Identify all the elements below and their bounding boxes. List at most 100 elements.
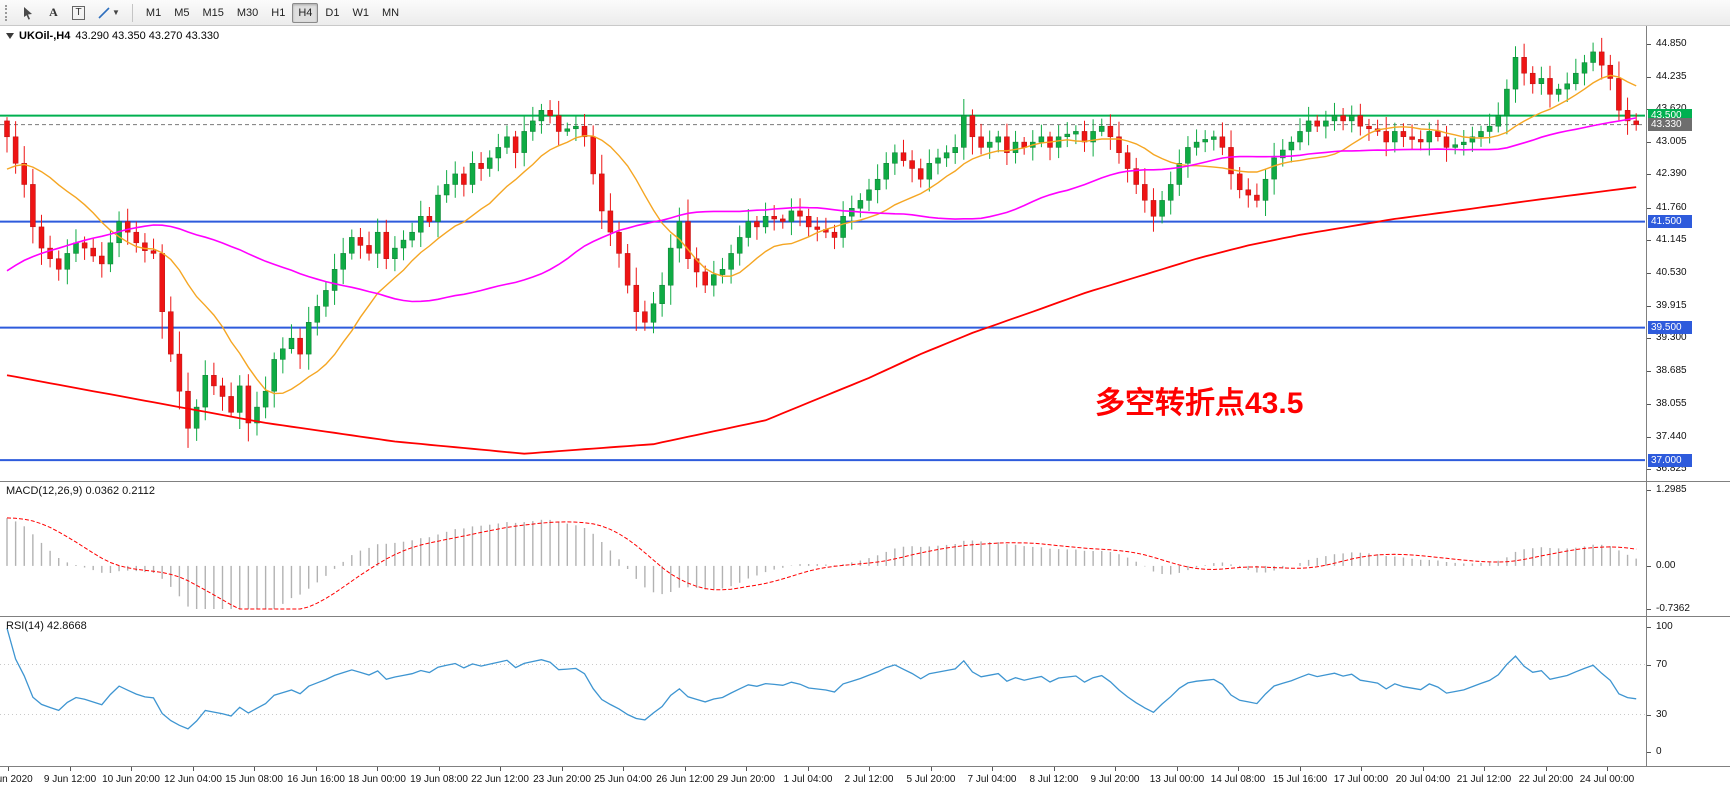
time-axis-label: 15 Jun 08:00 <box>225 774 283 785</box>
time-tick <box>70 767 71 771</box>
timeframe-button-H1[interactable]: H1 <box>271 6 286 19</box>
chart-symbol-period: UKOil-,H4 <box>19 30 71 42</box>
price-axis-label: 41.145 <box>1656 234 1687 245</box>
toolbar-grip[interactable] <box>5 4 10 21</box>
price-axis[interactable]: 44.850 44.235 43.620 43.005 42.390 41.760 41.1… <box>1646 26 1730 481</box>
time-axis-label: 24 Jul 00:00 <box>1579 774 1635 785</box>
time-axis-label: 23 Jun 20:00 <box>533 774 591 785</box>
time-tick <box>377 767 378 771</box>
time-tick <box>193 767 194 771</box>
price-tick <box>1647 338 1651 339</box>
timeframe-toolbar: M1 M5 M15 M30 H1 H4 D1 W1 MN <box>140 2 405 23</box>
price-tick <box>1647 208 1651 209</box>
price-axis-label: 44.850 <box>1656 38 1687 49</box>
price-level-badge-43.330: 43.330 <box>1648 118 1692 131</box>
macd-tick <box>1647 566 1651 567</box>
time-axis[interactable]: 8 Jun 2020 9 Jun 12:00 10 Jun 20:00 12 Jun … <box>0 766 1730 794</box>
time-tick <box>1607 767 1608 771</box>
rsi-indicator-label: RSI(14) 42.8668 <box>6 620 87 632</box>
timeframe-button-MN[interactable]: MN <box>381 6 400 19</box>
time-axis-label: 17 Jul 00:00 <box>1333 774 1389 785</box>
time-axis-label: 8 Jun 2020 <box>0 774 33 785</box>
time-axis-label: 22 Jun 12:00 <box>471 774 529 785</box>
time-axis-label: 22 Jul 20:00 <box>1518 774 1574 785</box>
macd-axis[interactable]: 1.2985 0.00 -0.7362 <box>1646 482 1730 616</box>
rsi-panel[interactable]: RSI(14) 42.8668 100 70 30 0 <box>0 616 1730 766</box>
trendline-tool-button[interactable]: ▼ <box>92 2 125 23</box>
time-tick <box>1238 767 1239 771</box>
price-axis-label: 42.390 <box>1656 168 1687 179</box>
macd-axis-label: 0.00 <box>1656 560 1676 571</box>
rsi-axis[interactable]: 100 70 30 0 <box>1646 617 1730 766</box>
macd-axis-label: -0.7362 <box>1656 603 1690 614</box>
macd-panel[interactable]: MACD(12,26,9) 0.0362 0.2112 1.2985 0.00 -0… <box>0 481 1730 616</box>
price-axis-label: 43.005 <box>1656 136 1687 147</box>
price-level-badge-39.500: 39.500 <box>1648 321 1692 334</box>
price-axis-label: 37.440 <box>1656 431 1687 442</box>
price-level-badge-41.500: 41.500 <box>1648 215 1692 228</box>
moving-averages-layer <box>6 74 1637 455</box>
chevron-down-icon: ▼ <box>112 8 120 17</box>
price-axis-label: 39.915 <box>1656 300 1687 311</box>
price-tick <box>1647 404 1651 405</box>
time-axis-label: 2 Jul 12:00 <box>844 774 894 785</box>
timeframe-button-M1[interactable]: M1 <box>145 6 162 19</box>
time-axis-label: 5 Jul 20:00 <box>906 774 956 785</box>
timeframe-button-M30[interactable]: M30 <box>236 6 259 19</box>
time-axis-label: 18 Jun 00:00 <box>348 774 406 785</box>
level-lines-layer <box>0 114 1645 462</box>
rsi-plot[interactable] <box>0 617 1645 767</box>
time-tick <box>316 767 317 771</box>
macd-tick <box>1647 609 1651 610</box>
textbox-tool-icon: T <box>72 5 85 20</box>
main-chart-panel[interactable]: UKOil-,H4 43.290 43.350 43.270 43.330 多空… <box>0 26 1730 481</box>
chart-ohlc-values: 43.290 43.350 43.270 43.330 <box>75 30 220 42</box>
main-chart-plot[interactable] <box>0 26 1645 481</box>
price-tick <box>1647 273 1651 274</box>
time-axis-label: 29 Jun 20:00 <box>717 774 775 785</box>
candles-layer <box>4 37 1639 448</box>
toolbar-separator <box>131 3 133 22</box>
timeframe-button-D1[interactable]: D1 <box>325 6 340 19</box>
price-tick <box>1647 469 1651 470</box>
time-tick <box>1115 767 1116 771</box>
price-axis-label: 40.530 <box>1656 267 1687 278</box>
timeframe-button-M15[interactable]: M15 <box>202 6 224 19</box>
cursor-icon <box>24 6 32 20</box>
macd-signal-line <box>6 517 1637 610</box>
time-axis-label: 12 Jun 04:00 <box>164 774 222 785</box>
time-tick <box>562 767 563 771</box>
time-axis-label: 1 Jul 04:00 <box>783 774 833 785</box>
macd-tick <box>1647 490 1651 491</box>
chart-header: UKOil-,H4 43.290 43.350 43.270 43.330 <box>6 30 219 42</box>
price-tick <box>1647 174 1651 175</box>
time-axis-label: 9 Jul 20:00 <box>1090 774 1140 785</box>
time-axis-label: 20 Jul 04:00 <box>1395 774 1451 785</box>
text-tool-icon: A <box>49 5 58 19</box>
rsi-line <box>6 628 1637 730</box>
price-axis-label: 38.055 <box>1656 398 1687 409</box>
time-axis-label: 15 Jul 16:00 <box>1272 774 1328 785</box>
chart-annotation: 多空转折点43.5 <box>1095 387 1304 420</box>
time-axis-label: 10 Jun 20:00 <box>102 774 160 785</box>
textbox-tool-button[interactable]: T <box>67 2 90 23</box>
timeframe-button-H4[interactable]: H4 <box>292 2 319 23</box>
time-tick <box>1546 767 1547 771</box>
time-axis-label: 19 Jun 08:00 <box>410 774 468 785</box>
rsi-axis-label: 100 <box>1656 621 1673 632</box>
timeframe-button-W1[interactable]: W1 <box>352 6 369 19</box>
timeframe-button-M5[interactable]: M5 <box>174 6 190 19</box>
cursor-tool-button[interactable] <box>16 2 40 23</box>
macd-indicator-label: MACD(12,26,9) 0.0362 0.2112 <box>6 485 155 497</box>
text-label-tool-button[interactable]: A <box>42 2 65 23</box>
price-axis-label: 39.300 <box>1656 332 1687 343</box>
price-level-badge-37.000: 37.000 <box>1648 454 1692 467</box>
time-axis-label: 9 Jun 12:00 <box>43 774 97 785</box>
rsi-axis-label: 30 <box>1656 709 1668 720</box>
time-tick <box>1177 767 1178 771</box>
time-axis-label: 13 Jul 00:00 <box>1149 774 1205 785</box>
time-axis-label: 26 Jun 12:00 <box>656 774 714 785</box>
time-tick <box>869 767 870 771</box>
macd-plot[interactable] <box>0 482 1645 617</box>
